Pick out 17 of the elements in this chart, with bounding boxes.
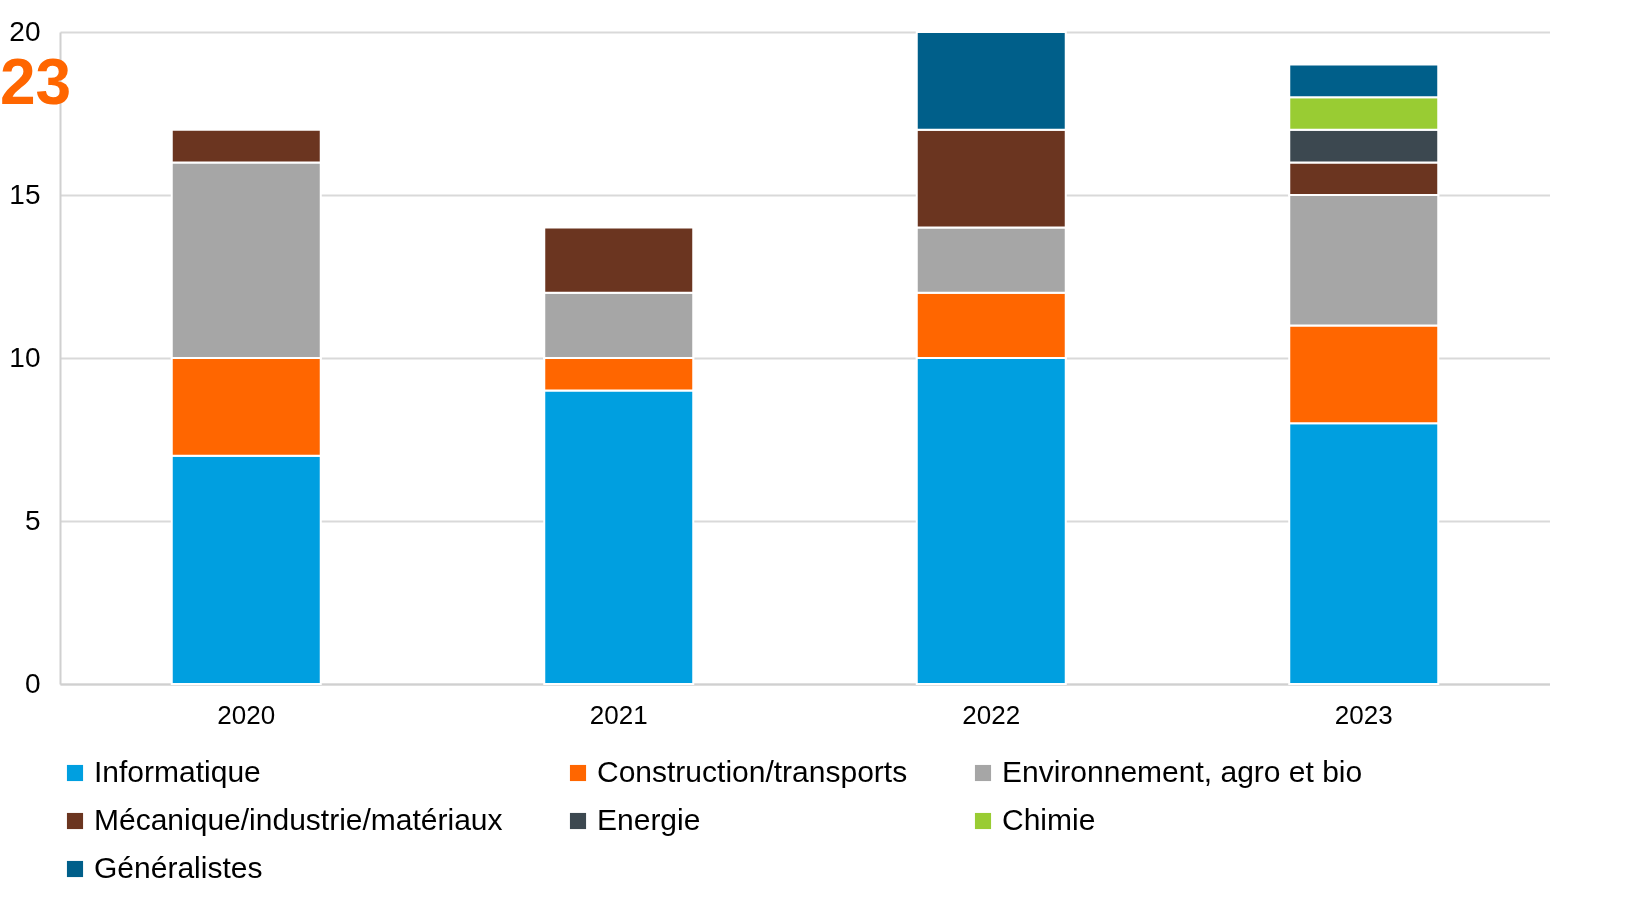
legend-label: Construction/transports xyxy=(597,755,908,788)
legend-label: Mécanique/industrie/matériaux xyxy=(94,803,503,836)
x-tick-label: 2020 xyxy=(217,699,276,730)
y-tick-label: 10 xyxy=(9,341,41,373)
y-tick-label: 0 xyxy=(24,667,41,699)
legend-label: Généralistes xyxy=(94,851,263,884)
y-tick-label: 15 xyxy=(9,178,41,210)
legend-label: Energie xyxy=(597,803,701,836)
y-tick-label: 20 xyxy=(9,15,41,47)
x-tick-label: 2023 xyxy=(1334,699,1393,730)
legend-label: Chimie xyxy=(1002,803,1096,836)
annotation: 23 xyxy=(0,46,72,118)
x-tick-label: 2022 xyxy=(962,699,1021,730)
legend-label: Environnement, agro et bio xyxy=(1002,755,1363,788)
x-tick-label: 2021 xyxy=(589,699,648,730)
legend-label: Informatique xyxy=(94,755,261,788)
y-tick-label: 5 xyxy=(24,504,41,536)
